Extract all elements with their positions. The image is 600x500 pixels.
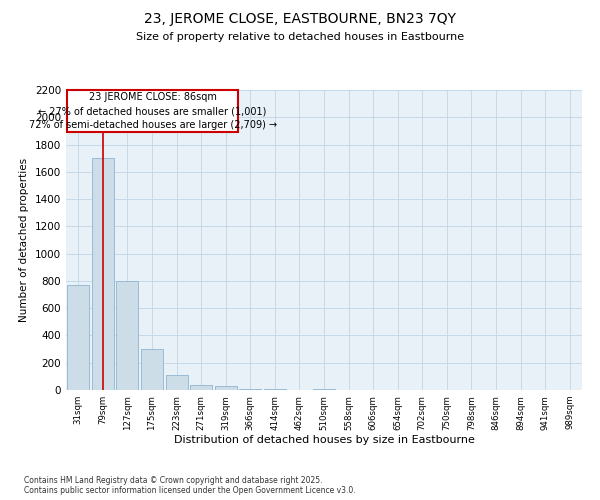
Y-axis label: Number of detached properties: Number of detached properties <box>19 158 29 322</box>
FancyBboxPatch shape <box>67 90 238 132</box>
Bar <box>67 285 89 390</box>
Text: Size of property relative to detached houses in Eastbourne: Size of property relative to detached ho… <box>136 32 464 42</box>
Bar <box>92 158 114 390</box>
X-axis label: Distribution of detached houses by size in Eastbourne: Distribution of detached houses by size … <box>173 436 475 446</box>
Bar <box>116 281 139 390</box>
Bar <box>239 388 262 390</box>
Text: 23 JEROME CLOSE: 86sqm
← 27% of detached houses are smaller (1,001)
72% of semi-: 23 JEROME CLOSE: 86sqm ← 27% of detached… <box>29 92 277 130</box>
Text: Contains HM Land Registry data © Crown copyright and database right 2025.
Contai: Contains HM Land Registry data © Crown c… <box>24 476 356 495</box>
Bar <box>166 375 188 390</box>
Bar <box>215 386 237 390</box>
Bar <box>190 384 212 390</box>
Text: 23, JEROME CLOSE, EASTBOURNE, BN23 7QY: 23, JEROME CLOSE, EASTBOURNE, BN23 7QY <box>144 12 456 26</box>
Bar <box>141 349 163 390</box>
